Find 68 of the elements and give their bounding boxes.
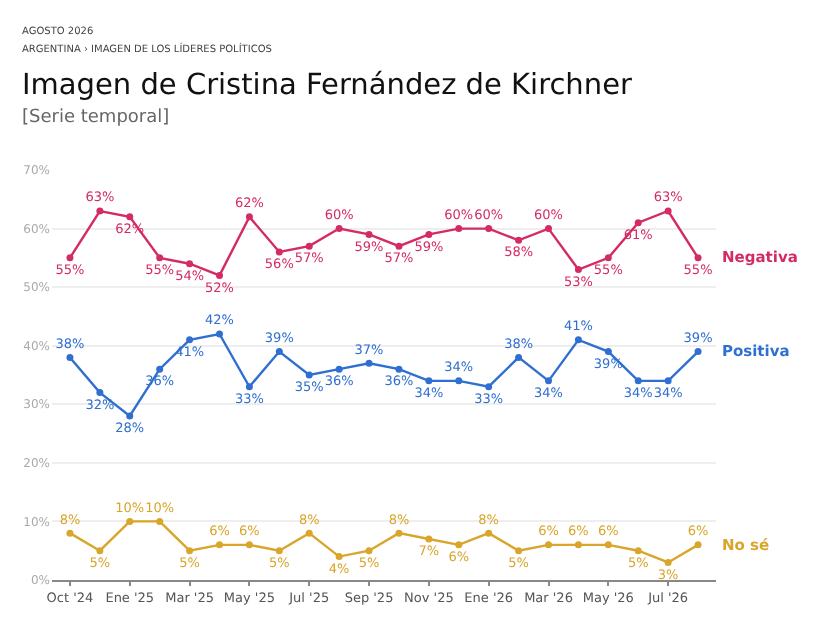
point — [395, 365, 403, 373]
point — [694, 541, 702, 549]
point — [96, 389, 104, 397]
point — [66, 353, 74, 361]
point — [66, 254, 74, 262]
point — [305, 371, 313, 379]
point — [365, 547, 373, 555]
point — [694, 348, 702, 356]
point — [634, 547, 642, 555]
point — [425, 230, 433, 238]
chart-title: Imagen de Cristina Fernández de Kirchner — [22, 70, 632, 102]
point — [186, 260, 194, 268]
point — [604, 348, 612, 356]
point — [335, 365, 343, 373]
point — [126, 517, 134, 525]
point — [245, 383, 253, 391]
point — [395, 242, 403, 250]
point — [694, 254, 702, 262]
point — [574, 266, 582, 274]
point — [604, 254, 612, 262]
point — [335, 553, 343, 561]
point — [545, 225, 552, 233]
point — [425, 377, 433, 385]
point — [275, 248, 283, 256]
point — [275, 348, 283, 356]
point — [485, 225, 493, 233]
point — [634, 219, 642, 227]
point — [455, 225, 463, 233]
point — [664, 558, 672, 566]
point — [485, 529, 493, 537]
point — [664, 377, 672, 385]
point — [245, 213, 253, 221]
point — [515, 236, 523, 244]
point — [455, 541, 463, 549]
point — [365, 359, 373, 367]
point — [455, 377, 463, 385]
point — [216, 271, 223, 279]
point — [485, 383, 493, 391]
point — [96, 547, 104, 555]
point — [515, 353, 523, 361]
point — [515, 547, 523, 555]
point — [126, 213, 134, 221]
point — [66, 529, 74, 537]
point — [96, 207, 104, 215]
point — [634, 377, 642, 385]
point — [305, 529, 313, 537]
point — [545, 541, 552, 549]
point — [545, 377, 552, 385]
point — [604, 541, 612, 549]
point — [216, 330, 223, 338]
point — [574, 541, 582, 549]
point — [216, 541, 223, 549]
point — [156, 254, 164, 262]
point — [365, 230, 373, 238]
point — [275, 547, 283, 555]
point — [126, 412, 134, 420]
point — [335, 225, 343, 233]
point — [186, 336, 194, 344]
point — [574, 336, 582, 344]
point — [395, 529, 403, 537]
point — [425, 535, 433, 543]
point — [245, 541, 253, 549]
point — [156, 517, 164, 525]
point — [156, 365, 164, 373]
point — [305, 242, 313, 250]
chart-subtitle: [Serie temporal] — [22, 108, 170, 128]
point — [186, 547, 194, 555]
point — [664, 207, 672, 215]
